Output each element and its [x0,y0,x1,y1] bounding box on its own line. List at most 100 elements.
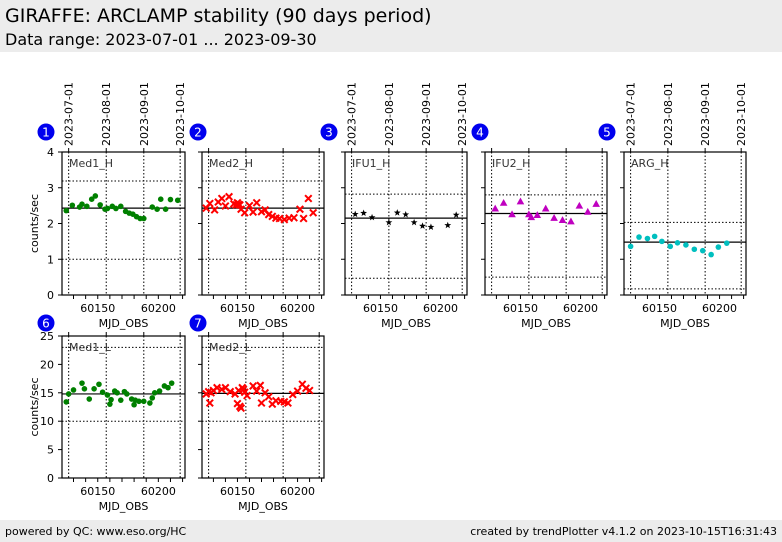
data-point [299,214,308,223]
y-axis-label: counts/sec [28,194,41,253]
data-point [63,207,70,214]
data-point [683,242,689,248]
data-point [410,218,418,226]
panel-label: Med2_L [209,341,252,354]
data-point [205,199,214,208]
data-point [674,240,681,246]
data-point [305,386,314,395]
panel-number-badge: 3 [320,123,338,141]
data-point [264,392,273,401]
data-point [97,202,103,208]
date-tick-label: 2023-09-01 [699,82,712,146]
data-point [96,381,102,388]
data-point [249,208,258,217]
plot-frame [344,151,468,296]
date-tick-label: 2023-07-01 [346,82,359,146]
data-point [583,207,592,215]
data-point [69,202,76,209]
data-point [151,390,158,396]
data-point [715,244,722,250]
plot-frame [201,335,325,479]
data-point [550,213,558,221]
data-point [309,208,318,217]
created-by-text: created by trendPlotter v4.1.2 on 2023-1… [470,525,777,538]
data-points [491,197,600,225]
panel-number-badge: 4 [471,123,489,141]
data-point [257,399,266,408]
data-point [499,198,508,206]
x-tick-label: 60150 [363,302,398,315]
data-point [491,204,500,212]
data-point [86,396,93,402]
badge-number: 6 [42,317,50,331]
x-tick-label: 60200 [423,302,458,315]
y-tick-label: 0 [47,289,54,302]
data-point [70,387,77,393]
data-point [167,196,174,203]
data-point [691,246,698,253]
data-point [88,196,95,202]
data-point [368,213,376,221]
data-point [140,398,147,405]
date-tick-label: 2023-08-01 [662,82,675,146]
x-tick-label: 60200 [702,302,737,315]
panel-label: IFU1_H [352,157,390,170]
y-tick-label: 3 [47,182,54,195]
data-point [293,387,302,396]
data-point [79,201,85,207]
data-point [527,213,536,221]
data-point [402,210,410,218]
panel-med1-l: 0 5 10 15 20 25 60150 60200 MJD_OBS counts/sec Med… [28,314,186,513]
x-tick-label: 60150 [220,485,255,498]
panel-ifu1-h: 2023-07-01 2023-08-01 2023-09-01 2023-10-01… [320,82,469,330]
data-point [108,396,114,403]
x-axis-label: MJD_OBS [238,317,288,330]
data-point [157,196,164,202]
data-point [289,213,298,222]
badge-circle [189,314,207,332]
panel-number-badge: 5 [598,123,616,141]
x-tick-label: 60150 [503,302,538,315]
x-axis-label: MJD_OBS [99,317,149,330]
y-tick-label: 1 [47,253,54,266]
panel-number-badge: 1 [37,123,55,141]
badge-circle [37,314,55,332]
data-point [516,197,525,205]
data-point [174,197,181,204]
plot-frame [61,335,186,479]
data-point [63,399,70,405]
x-axis-label: MJD_OBS [238,500,288,513]
data-point [243,391,252,400]
panel-number-badge: 7 [189,314,207,332]
data-point [99,389,106,396]
date-tick-label: 2023-10-01 [735,82,748,146]
data-point [708,251,714,258]
data-point [240,208,249,217]
badge-number: 7 [194,317,202,331]
data-point [533,211,542,218]
date-tick-label: 2023-07-01 [625,82,638,146]
panel-label: Med1_H [69,157,113,170]
data-point [444,221,452,229]
data-point [427,223,435,230]
data-point [723,240,730,246]
data-point [225,192,234,201]
data-points [63,380,175,408]
data-point [636,234,642,240]
y-tick-label: 20 [40,358,54,371]
data-point [91,386,97,392]
data-point [452,211,460,218]
date-tick-label: 2023-10-01 [174,82,187,146]
data-point [393,209,401,216]
plot-frame [623,151,747,296]
date-tick-label: 2023-10-01 [456,82,469,146]
x-tick-label: 60200 [141,302,176,315]
data-point [221,201,230,210]
plot-frame [201,151,325,296]
data-point [351,210,359,218]
data-point [140,215,147,222]
x-axis-label: MJD_OBS [660,317,710,330]
panel-ifu2-h: 60150 60200 MJD_OBS IFU2_H 4 [471,123,608,330]
page-footer: powered by QC: www.eso.org/HC created by… [0,520,782,542]
data-point [659,238,665,245]
